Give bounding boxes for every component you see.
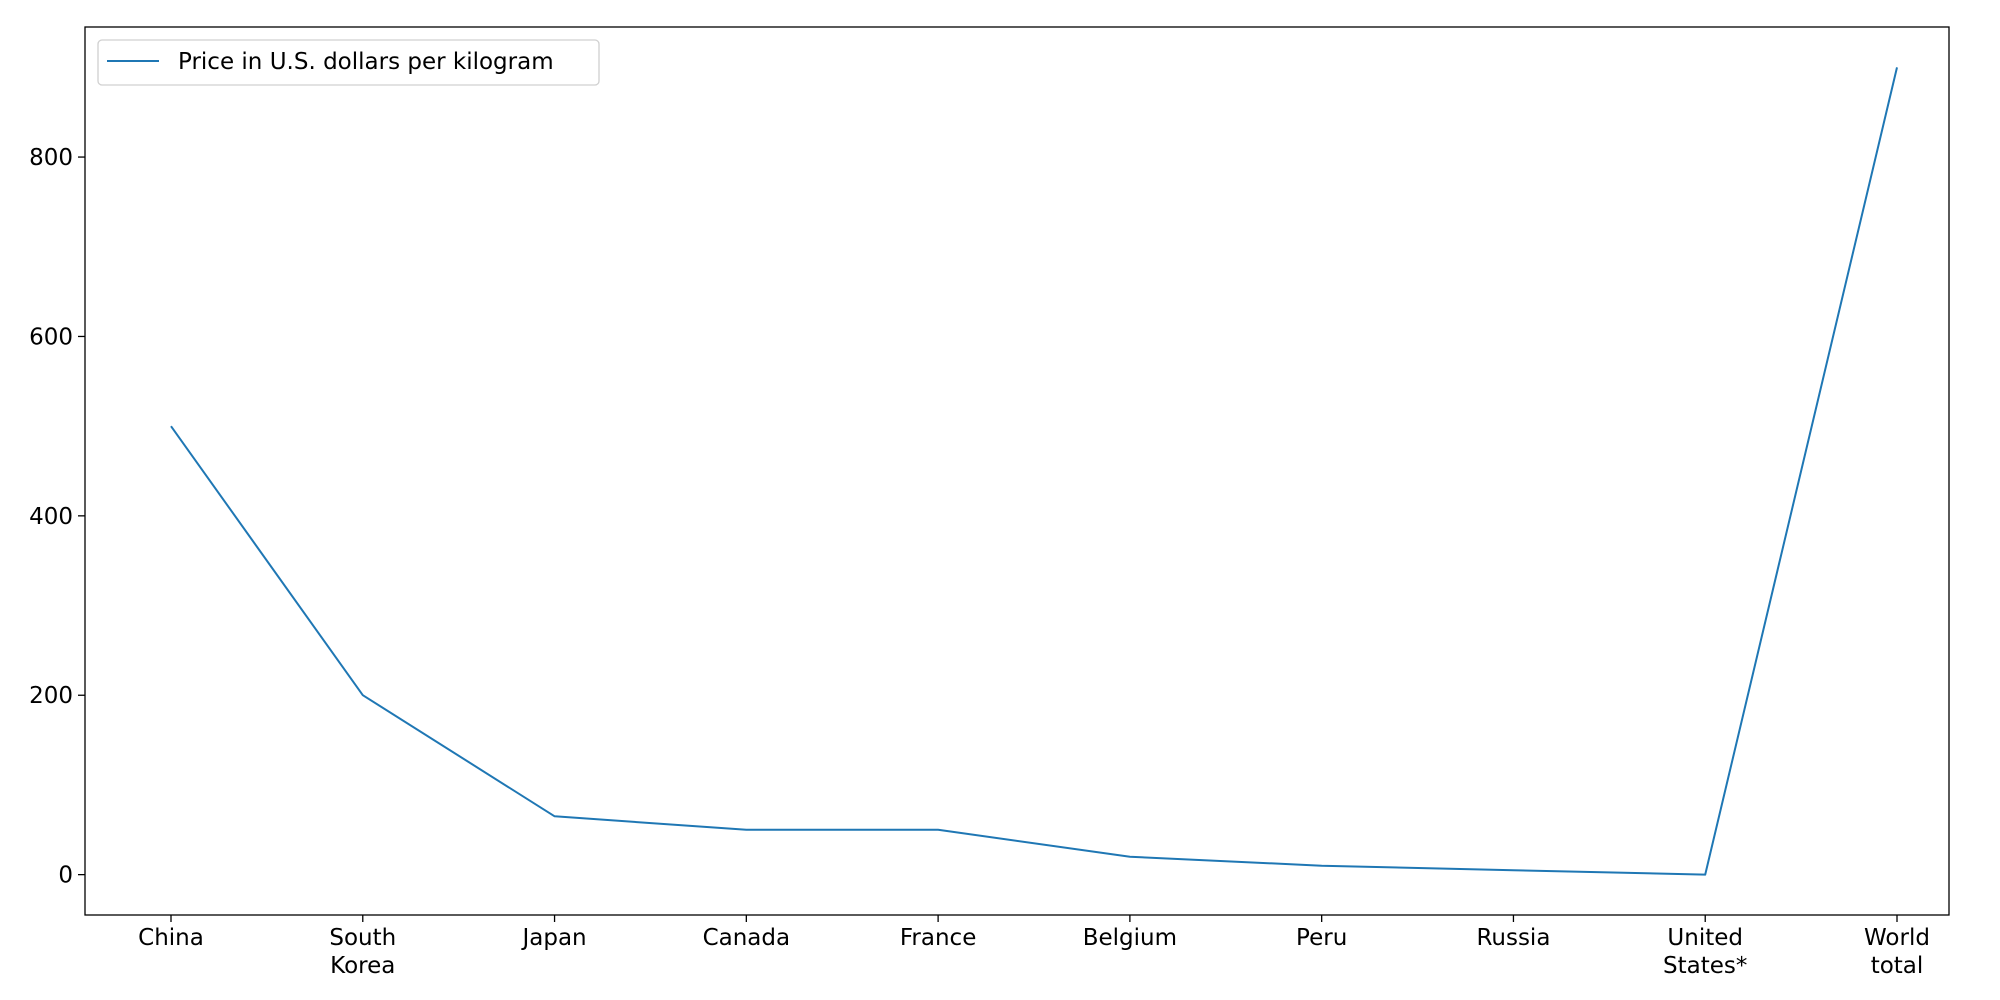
x-tick-label: Japan <box>520 925 586 951</box>
y-axis: 0 200 400 600 800 <box>29 145 85 889</box>
x-tick-label: Canada <box>703 925 791 951</box>
legend: Price in U.S. dollars per kilogram <box>97 39 600 86</box>
x-tick-label: Russia <box>1476 925 1550 951</box>
y-tick-label: 800 <box>29 145 73 171</box>
series-line <box>170 67 1898 876</box>
x-tick-label: Belgium <box>1083 925 1177 951</box>
legend-box <box>97 39 600 86</box>
y-tick-label: 0 <box>58 863 73 889</box>
y-tick-label: 200 <box>29 683 73 709</box>
legend-label: Price in U.S. dollars per kilogram <box>178 49 554 75</box>
x-tick-label: France <box>900 925 976 951</box>
series-group <box>170 67 1898 876</box>
x-tick-label: China <box>138 925 204 951</box>
plot-frame <box>84 26 1950 916</box>
x-tick-label: United <box>1667 925 1743 951</box>
x-tick-label: States* <box>1663 953 1747 979</box>
y-tick-label: 600 <box>29 324 73 350</box>
x-tick-label: Korea <box>330 953 395 979</box>
x-tick-label: World <box>1864 925 1930 951</box>
x-tick-label: South <box>329 925 396 951</box>
x-tick-label: total <box>1871 953 1924 979</box>
y-tick-label: 400 <box>29 504 73 530</box>
x-tick-label: Peru <box>1296 925 1347 951</box>
